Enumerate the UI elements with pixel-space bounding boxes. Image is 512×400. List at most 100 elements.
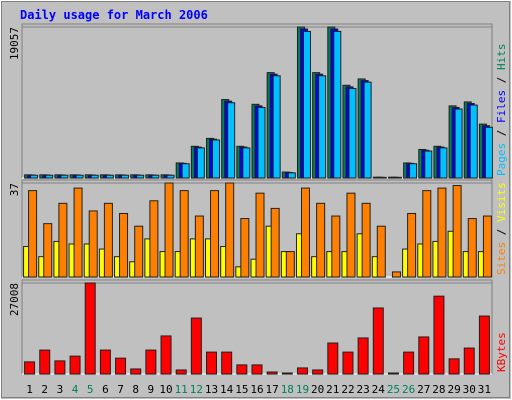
legend-entry: Hits [495,44,508,71]
bar [58,202,68,278]
x-tick-label: 13 [205,383,218,396]
bar [90,174,99,179]
bar [331,215,341,278]
bar [387,372,399,375]
bar [210,190,220,278]
bar [181,163,190,179]
bar [300,187,310,278]
bar [149,200,159,278]
bar [312,369,324,375]
x-tick-label: 27 [417,383,430,396]
bar [88,210,98,278]
legend: Pages / Files / Hits [495,44,508,177]
bar [318,75,327,179]
bar [227,102,236,179]
bar [270,207,280,278]
bar [281,372,293,375]
bar [424,150,433,179]
bar [378,176,387,179]
bar [454,108,463,179]
bar [287,172,296,179]
x-tick-label: 25 [387,383,400,396]
x-tick-label: 10 [159,383,172,396]
bar [372,307,384,375]
bar [28,190,38,278]
bar [393,176,402,179]
bar [43,223,53,278]
legend-separator: / [495,123,508,143]
bar [285,251,295,278]
legend-entry: Pages [495,143,508,176]
x-tick-label: 20 [311,383,324,396]
x-tick-label: 23 [357,383,370,396]
bar [84,282,96,375]
bar [136,174,145,179]
bar [45,174,54,179]
bar [376,225,386,278]
bar [357,337,369,375]
bar [437,187,447,278]
x-tick-label: 31 [478,383,491,396]
bar [175,369,187,375]
y-tick-label: 37 [8,183,21,196]
x-tick-label: 5 [87,383,94,396]
x-tick-label: 28 [432,383,445,396]
bar [69,355,81,375]
bar [433,295,445,375]
x-tick-label: 19 [296,383,309,396]
legend-entry: Sites [495,242,508,275]
legend: Sites / Visits [495,182,508,275]
x-tick-label: 3 [57,383,64,396]
x-tick-label: 2 [41,383,48,396]
bar [361,202,371,278]
x-tick-label: 18 [281,383,294,396]
bar [296,367,308,375]
bar [272,75,281,179]
bar [24,361,36,375]
x-tick-label: 12 [190,383,203,396]
bar [60,174,69,179]
bar [467,218,477,278]
x-tick-label: 21 [326,383,339,396]
x-tick-label: 26 [402,383,415,396]
bar [409,163,418,179]
x-tick-label: 30 [463,383,476,396]
y-tick-label: 19057 [8,27,21,60]
x-tick-label: 22 [341,383,354,396]
bar [333,30,342,179]
bar [422,190,432,278]
x-tick-label: 16 [250,383,263,396]
bar [190,317,202,375]
bar [225,182,235,278]
bar [75,174,84,179]
bar [302,30,311,179]
bar [160,335,172,375]
bar [121,174,130,179]
bar [212,139,221,179]
bar [463,347,475,375]
bar [115,357,127,375]
bar [452,185,462,278]
bar [166,174,175,179]
bar [257,106,266,179]
bar [469,104,478,179]
bar [73,187,83,278]
x-tick-label: 29 [447,383,460,396]
bar [221,351,233,375]
x-tick-label: 24 [372,383,386,396]
bar [103,202,113,278]
legend-separator: / [495,70,508,90]
y-tick-label: 27008 [8,283,21,316]
bar [316,202,326,278]
bar [54,360,66,375]
bar [348,87,357,179]
x-tick-label: 8 [132,383,139,396]
bar [418,336,430,375]
x-tick-label: 6 [102,383,109,396]
bar [134,225,144,278]
bar [164,182,174,278]
bar [206,351,218,375]
x-tick-label: 14 [220,383,234,396]
